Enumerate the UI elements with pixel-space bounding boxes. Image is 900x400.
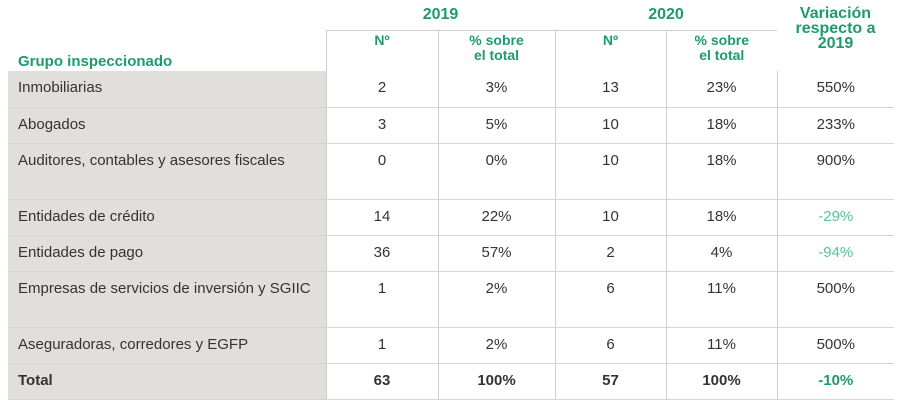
n-2019-cell: 3	[325, 107, 438, 144]
empty-header-cell	[8, 0, 326, 31]
pct-2019-cell: 0%	[437, 143, 555, 200]
inspection-table: 2019 2020 Variación respecto a 2019 Grup…	[8, 0, 894, 400]
variation-cell: -94%	[776, 235, 894, 272]
variation-cell: 233%	[776, 107, 894, 144]
group-cell: Abogados	[8, 107, 326, 144]
table-row: Abogados 3 5% 10 18% 233%	[8, 107, 894, 144]
n-2020-cell: 10	[554, 107, 666, 144]
total-pct-2019-cell: 100%	[437, 363, 555, 400]
pct-2019-cell: 22%	[437, 199, 555, 236]
total-n-2019-cell: 63	[325, 363, 438, 400]
total-variation-cell: -10%	[776, 363, 894, 400]
n-2019-cell: 0	[325, 143, 438, 200]
n-2020-cell: 10	[554, 199, 666, 236]
variation-cell: 900%	[776, 143, 894, 200]
pct-2020-cell: 18%	[665, 143, 777, 200]
table-row: Aseguradoras, corredores y EGFP 1 2% 6 1…	[8, 327, 894, 364]
pct-2019-cell: 2%	[437, 327, 555, 364]
group-cell: Entidades de pago	[8, 235, 326, 272]
pct-2019-cell: 2%	[437, 271, 555, 328]
table-row: Auditores, contables y asesores fiscales…	[8, 143, 894, 200]
n-2019-cell: 1	[325, 271, 438, 328]
pct-2020-cell: 18%	[665, 107, 777, 144]
group-cell: Aseguradoras, corredores y EGFP	[8, 327, 326, 364]
n-2020-cell: 6	[554, 271, 666, 328]
pct-2020-cell: 11%	[665, 327, 777, 364]
group-cell: Empresas de servicios de inversión y SGI…	[8, 271, 326, 328]
subheader-row: Grupo inspeccionado Nº % sobre el total …	[8, 30, 894, 71]
variation-cell: 500%	[776, 327, 894, 364]
group-cell: Auditores, contables y asesores fiscales	[8, 143, 326, 200]
group-cell: Inmobiliarias	[8, 71, 326, 108]
n-2019-cell: 14	[325, 199, 438, 236]
pct-2020-cell: 11%	[665, 271, 777, 328]
pct-2020-cell: 23%	[665, 71, 777, 108]
pct-2019-cell: 5%	[437, 107, 555, 144]
pct-2020-cell: 4%	[665, 235, 777, 272]
table-row: Entidades de pago 36 57% 2 4% -94%	[8, 235, 894, 272]
n-2019-cell: 36	[325, 235, 438, 272]
n-2020-cell: 6	[554, 327, 666, 364]
pct-2019-cell: 57%	[437, 235, 555, 272]
variation-cell: 500%	[776, 271, 894, 328]
total-pct-2020-cell: 100%	[665, 363, 777, 400]
year-2020-header: 2020	[648, 6, 684, 23]
variation-cell: -29%	[776, 199, 894, 236]
pct-2020-cell: 18%	[665, 199, 777, 236]
n-2020-header: Nº	[554, 30, 666, 71]
n-2019-cell: 2	[325, 71, 438, 108]
n-2019-cell: 1	[325, 327, 438, 364]
table-row: Entidades de crédito 14 22% 10 18% -29%	[8, 199, 894, 236]
year-header-row: 2019 2020 Variación respecto a 2019	[8, 0, 894, 52]
total-row: Total 63 100% 57 100% -10%	[8, 363, 894, 400]
group-column-header: Grupo inspeccionado	[18, 53, 173, 70]
n-2020-cell: 10	[554, 143, 666, 200]
variation-cell: 550%	[776, 71, 894, 108]
table-row: Empresas de servicios de inversión y SGI…	[8, 271, 894, 328]
n-2019-header: Nº	[325, 30, 438, 71]
pct-2020-header: % sobre el total	[665, 30, 777, 71]
n-2020-cell: 2	[554, 235, 666, 272]
group-cell: Entidades de crédito	[8, 199, 326, 236]
pct-2019-cell: 3%	[437, 71, 555, 108]
pct-2019-header: % sobre el total	[437, 30, 555, 71]
total-n-2020-cell: 57	[554, 363, 666, 400]
n-2020-cell: 13	[554, 71, 666, 108]
variation-header: Variación respecto a 2019	[795, 5, 876, 52]
total-label-cell: Total	[8, 363, 326, 400]
table-row: Inmobiliarias 2 3% 13 23% 550%	[8, 71, 894, 108]
year-2019-header: 2019	[422, 6, 459, 23]
